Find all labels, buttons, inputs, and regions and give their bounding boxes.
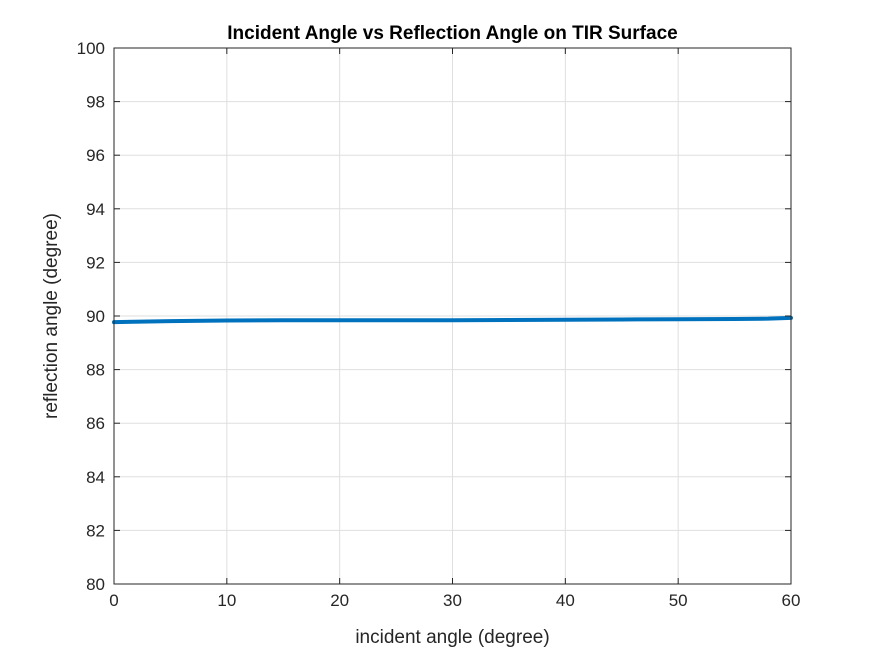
- y-tick-label: 94: [86, 200, 105, 219]
- y-tick-label: 82: [86, 521, 105, 540]
- y-tick-label: 88: [86, 361, 105, 380]
- y-tick-label: 80: [86, 575, 105, 594]
- series-layer: [112, 315, 793, 325]
- x-tick-label: 30: [443, 591, 462, 610]
- y-tick-label: 92: [86, 253, 105, 272]
- x-tick-label: 20: [330, 591, 349, 610]
- x-tick-label: 0: [109, 591, 118, 610]
- x-tick-label: 60: [782, 591, 801, 610]
- y-tick-label: 86: [86, 414, 105, 433]
- ticks: 0 10 20 30 40 50 60 80 82 84 86 88 90 92 94 96 98 100: [77, 39, 801, 610]
- x-tick-label: 10: [217, 591, 236, 610]
- y-tick-label: 96: [86, 146, 105, 165]
- y-tick-label: 100: [77, 39, 105, 58]
- chart-title: Incident Angle vs Reflection Angle on TI…: [227, 23, 677, 44]
- y-tick-label: 98: [86, 93, 105, 112]
- series-line-0: [112, 315, 793, 325]
- y-axis-label: reflection angle (degree): [41, 213, 62, 419]
- x-axis-label: incident angle (degree): [355, 627, 549, 648]
- x-tick-label: 50: [669, 591, 688, 610]
- y-tick-label: 84: [86, 468, 105, 487]
- y-tick-label: 90: [86, 307, 105, 326]
- x-tick-label: 40: [556, 591, 575, 610]
